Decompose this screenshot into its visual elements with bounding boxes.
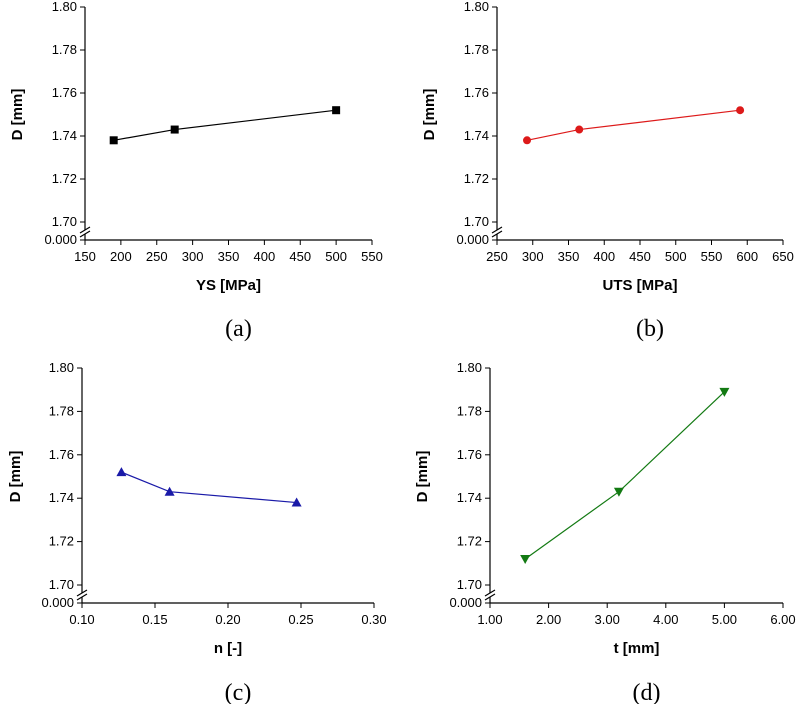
x-tick-label: 4.00 (653, 612, 678, 627)
y-tick-label: 1.78 (457, 403, 482, 418)
x-axis-title: YS [MPa] (196, 277, 261, 294)
x-tick-label: 500 (325, 249, 347, 264)
data-point (736, 106, 745, 115)
x-tick-label: 600 (736, 249, 758, 264)
x-tick-label: 200 (110, 249, 132, 264)
y-tick-label: 1.74 (457, 490, 482, 505)
chart-panel-c: 1.70 1.72 1.74 1.76 1.78 1.80 0.000 0.10 0.15 0.2… (7, 360, 387, 704)
y-tick-label: 1.72 (464, 171, 489, 186)
x-tick-label: 3.00 (595, 612, 620, 627)
x-tick-label: 300 (522, 249, 544, 264)
x-tick-label: 1.00 (477, 612, 502, 627)
chart-panel-b: 1.70 1.72 1.74 1.76 1.78 1.80 0.000 250 300 350 40… (421, 0, 794, 342)
x-tick-label: 250 (146, 249, 168, 264)
x-tick-label: 150 (74, 249, 96, 264)
y-tick-label: 1.80 (464, 0, 489, 14)
y-tick-label: 1.74 (49, 490, 74, 505)
x-tick-label: 400 (254, 249, 276, 264)
y-tick-label: 1.78 (49, 403, 74, 418)
y-tick-label: 1.70 (457, 577, 482, 592)
chart-panel-d: 1.70 1.72 1.74 1.76 1.78 1.80 0.000 1.00 2.00 3.0… (414, 360, 796, 704)
data-point (520, 554, 531, 564)
data-point (719, 387, 730, 397)
x-tick-label: 0.25 (288, 612, 313, 627)
x-tick-label: 0.20 (215, 612, 240, 627)
y-break-tick-label: 0.000 (41, 595, 74, 610)
panel-label: (b) (636, 316, 664, 342)
data-point (613, 487, 624, 497)
y-tick-label: 1.72 (49, 534, 74, 549)
y-tick-label: 1.70 (464, 214, 489, 229)
y-axis-title: D [mm] (7, 451, 24, 503)
y-break-tick-label: 0.000 (456, 232, 489, 247)
x-tick-label: 2.00 (536, 612, 561, 627)
y-axis-title: D [mm] (414, 451, 431, 503)
axis-break-mark (79, 226, 91, 238)
data-point (523, 136, 532, 145)
x-axis-title: UTS [MPa] (603, 277, 678, 294)
series-line (526, 109, 741, 141)
x-tick-label: 350 (218, 249, 240, 264)
y-tick-label: 1.70 (52, 214, 77, 229)
y-axis-title: D [mm] (9, 89, 26, 141)
panel-label: (c) (225, 680, 252, 704)
series-line (121, 471, 297, 504)
panel-label: (a) (225, 316, 252, 342)
y-tick-label: 1.70 (49, 577, 74, 592)
x-axis-title: t [mm] (614, 640, 660, 657)
x-tick-label: 400 (593, 249, 615, 264)
x-tick-label: 300 (182, 249, 204, 264)
y-break-tick-label: 0.000 (44, 232, 77, 247)
y-tick-label: 1.76 (52, 85, 77, 100)
axis-break-mark (491, 226, 503, 238)
y-tick-label: 1.80 (49, 360, 74, 375)
y-tick-label: 1.72 (457, 534, 482, 549)
x-tick-label: 0.15 (142, 612, 167, 627)
y-tick-label: 1.78 (52, 42, 77, 57)
data-point (164, 486, 175, 496)
data-point (170, 125, 179, 134)
y-tick-label: 1.76 (49, 447, 74, 462)
x-tick-label: 450 (629, 249, 651, 264)
panel-label: (d) (633, 680, 661, 704)
y-tick-label: 1.74 (52, 128, 77, 143)
x-tick-label: 0.30 (361, 612, 386, 627)
x-tick-label: 500 (665, 249, 687, 264)
axis-break-mark (484, 589, 496, 601)
x-tick-label: 5.00 (712, 612, 737, 627)
x-axis-title: n [-] (214, 640, 242, 657)
axis-break-mark (76, 589, 88, 601)
y-tick-label: 1.76 (464, 85, 489, 100)
chart-panel-a: 1.70 1.72 1.74 1.76 1.78 1.80 0.000 150 200 250 30… (9, 0, 383, 342)
x-tick-label: 250 (486, 249, 508, 264)
y-tick-label: 1.80 (457, 360, 482, 375)
y-axis-title: D [mm] (421, 89, 438, 141)
series-line (113, 109, 337, 141)
y-tick-label: 1.80 (52, 0, 77, 14)
series-line (524, 391, 725, 560)
y-break-tick-label: 0.000 (449, 595, 482, 610)
data-point (291, 497, 302, 507)
x-tick-label: 6.00 (770, 612, 795, 627)
data-point (332, 106, 341, 115)
y-tick-label: 1.72 (52, 171, 77, 186)
x-tick-label: 450 (289, 249, 311, 264)
x-tick-label: 0.10 (69, 612, 94, 627)
y-tick-label: 1.74 (464, 128, 489, 143)
y-tick-label: 1.76 (457, 447, 482, 462)
x-tick-label: 650 (772, 249, 794, 264)
data-point (109, 136, 118, 145)
data-point (116, 467, 127, 477)
x-tick-label: 550 (361, 249, 383, 264)
y-tick-label: 1.78 (464, 42, 489, 57)
x-tick-label: 350 (558, 249, 580, 264)
data-point (575, 125, 584, 134)
x-tick-label: 550 (701, 249, 723, 264)
